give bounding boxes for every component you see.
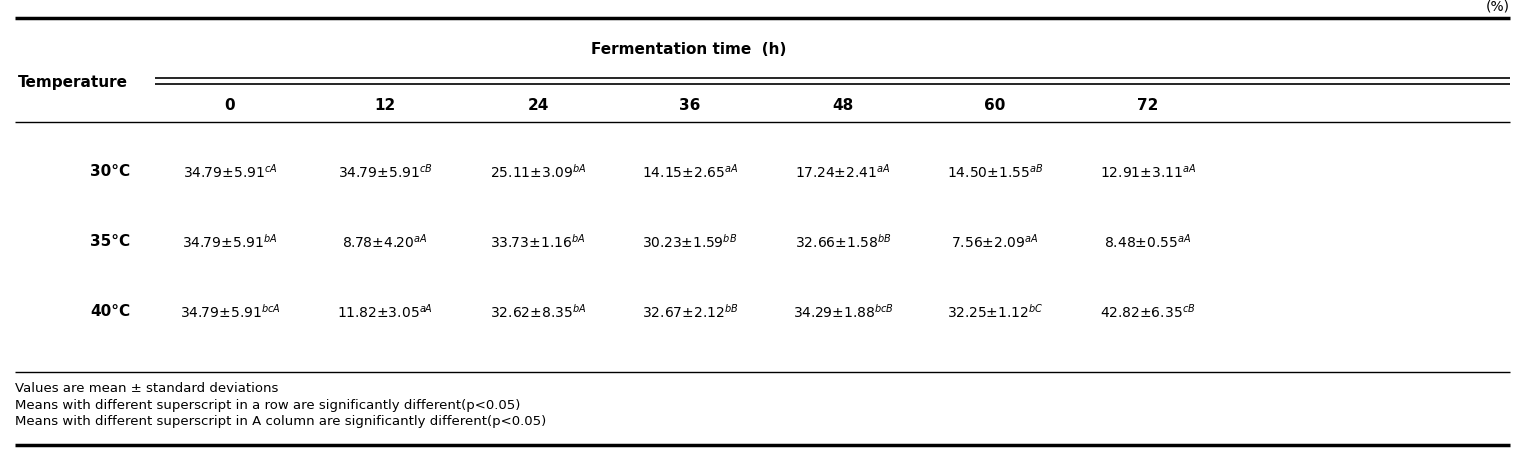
Text: 14.15±2.65$^{aA}$: 14.15±2.65$^{aA}$ — [642, 163, 738, 181]
Text: 12: 12 — [374, 97, 396, 112]
Text: 72: 72 — [1137, 97, 1158, 112]
Text: Fermentation time  (h): Fermentation time (h) — [591, 43, 787, 58]
Text: 14.50±1.55$^{aB}$: 14.50±1.55$^{aB}$ — [947, 163, 1044, 181]
Text: 30°C: 30°C — [90, 164, 130, 179]
Text: 8.48±0.55$^{aA}$: 8.48±0.55$^{aA}$ — [1105, 233, 1192, 251]
Text: 33.73±1.16$^{bA}$: 33.73±1.16$^{bA}$ — [490, 233, 585, 251]
Text: 34.29±1.88$^{bcB}$: 34.29±1.88$^{bcB}$ — [793, 303, 894, 321]
Text: 12.91±3.11$^{aA}$: 12.91±3.11$^{aA}$ — [1100, 163, 1196, 181]
Text: Means with different superscript in A column are significantly different(p<0.05): Means with different superscript in A co… — [15, 415, 545, 429]
Text: 36: 36 — [680, 97, 701, 112]
Text: 48: 48 — [833, 97, 854, 112]
Text: 60: 60 — [984, 97, 1005, 112]
Text: 34.79±5.91$^{cB}$: 34.79±5.91$^{cB}$ — [338, 163, 432, 181]
Text: 30.23±1.59$^{bB}$: 30.23±1.59$^{bB}$ — [642, 233, 738, 251]
Text: Temperature: Temperature — [18, 74, 128, 90]
Text: 7.56±2.09$^{aA}$: 7.56±2.09$^{aA}$ — [952, 233, 1039, 251]
Text: 8.78±4.20$^{aA}$: 8.78±4.20$^{aA}$ — [342, 233, 428, 251]
Text: 17.24±2.41$^{aA}$: 17.24±2.41$^{aA}$ — [795, 163, 891, 181]
Text: 35°C: 35°C — [90, 235, 130, 250]
Text: 32.66±1.58$^{bB}$: 32.66±1.58$^{bB}$ — [795, 233, 891, 251]
Text: 32.25±1.12$^{bC}$: 32.25±1.12$^{bC}$ — [947, 303, 1044, 321]
Text: 25.11±3.09$^{bA}$: 25.11±3.09$^{bA}$ — [490, 163, 587, 181]
Text: 32.62±8.35$^{bA}$: 32.62±8.35$^{bA}$ — [490, 303, 587, 321]
Text: 32.67±2.12$^{bB}$: 32.67±2.12$^{bB}$ — [642, 303, 738, 321]
Text: Values are mean ± standard deviations: Values are mean ± standard deviations — [15, 381, 278, 395]
Text: 34.79±5.91$^{bcA}$: 34.79±5.91$^{bcA}$ — [180, 303, 280, 321]
Text: (%): (%) — [1487, 0, 1510, 14]
Text: 11.82±3.05$^{aA}$: 11.82±3.05$^{aA}$ — [338, 303, 432, 321]
Text: 0: 0 — [225, 97, 235, 112]
Text: 34.79±5.91$^{cA}$: 34.79±5.91$^{cA}$ — [183, 163, 277, 181]
Text: Means with different superscript in a row are significantly different(p<0.05): Means with different superscript in a ro… — [15, 399, 521, 411]
Text: 34.79±5.91$^{bA}$: 34.79±5.91$^{bA}$ — [182, 233, 278, 251]
Text: 42.82±6.35$^{cB}$: 42.82±6.35$^{cB}$ — [1100, 303, 1196, 321]
Text: 24: 24 — [527, 97, 549, 112]
Text: 40°C: 40°C — [90, 304, 130, 319]
